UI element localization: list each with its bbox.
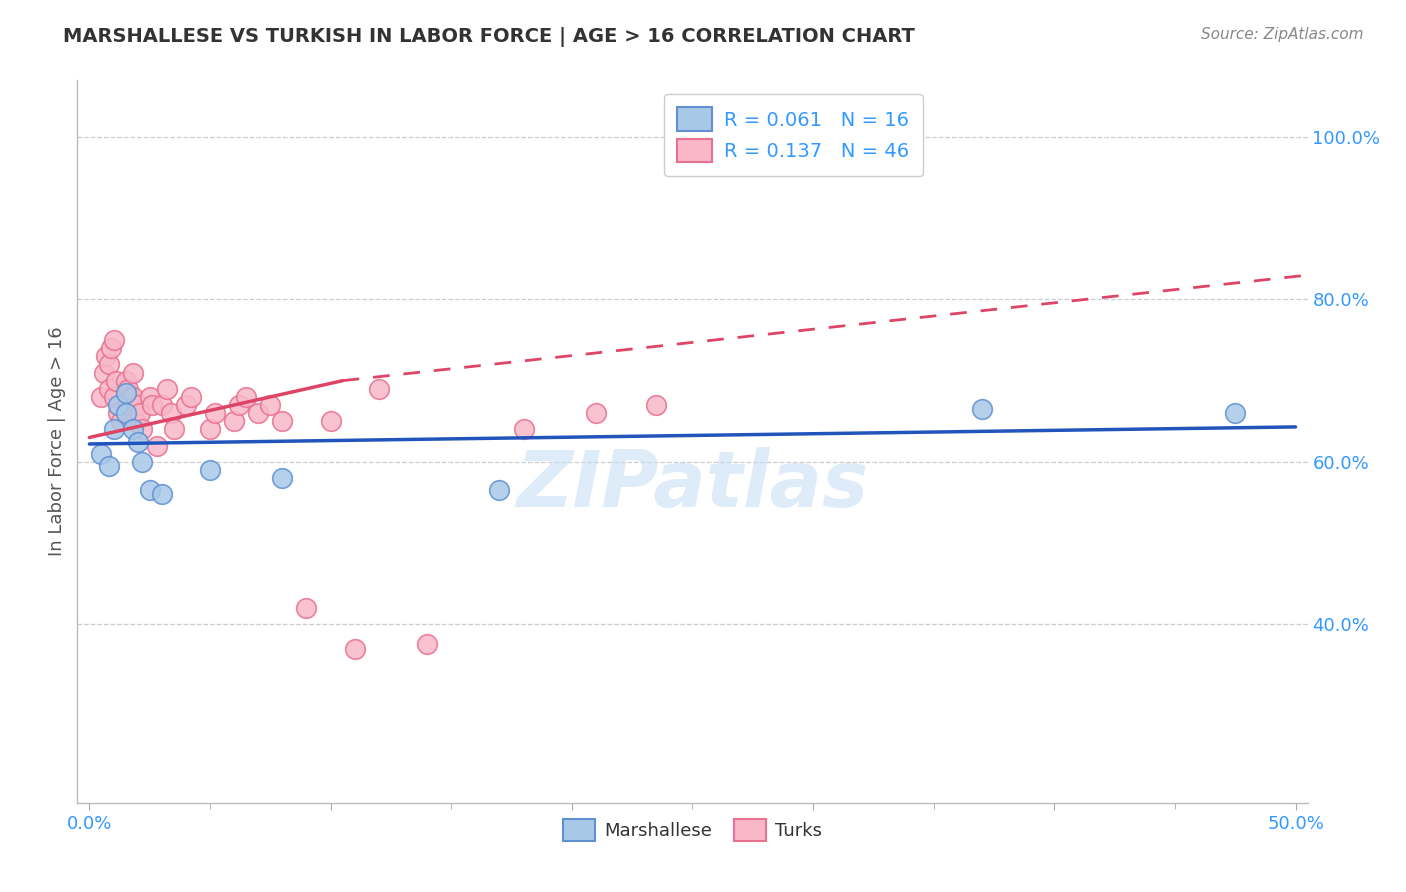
Point	[146, 439, 169, 453]
Point	[970, 402, 993, 417]
Point	[103, 333, 125, 347]
Point	[96, 349, 118, 363]
Point	[174, 398, 197, 412]
Point	[1225, 406, 1247, 420]
Point	[97, 382, 120, 396]
Point	[103, 390, 125, 404]
Point	[127, 398, 149, 412]
Point	[138, 483, 160, 498]
Point	[416, 638, 439, 652]
Point	[127, 434, 149, 449]
Point	[204, 406, 226, 420]
Point	[90, 447, 112, 461]
Point	[160, 406, 183, 420]
Point	[110, 414, 132, 428]
Point	[150, 487, 173, 501]
Point	[124, 414, 146, 428]
Point	[259, 398, 281, 412]
Point	[271, 414, 294, 428]
Point	[131, 422, 153, 436]
Point	[97, 358, 120, 372]
Point	[120, 390, 142, 404]
Y-axis label: In Labor Force | Age > 16: In Labor Force | Age > 16	[48, 326, 66, 557]
Point	[121, 422, 143, 436]
Point	[163, 422, 186, 436]
Point	[121, 366, 143, 380]
Point	[107, 398, 129, 412]
Text: ZIPatlas: ZIPatlas	[516, 447, 869, 523]
Point	[107, 406, 129, 420]
Point	[121, 390, 143, 404]
Point	[100, 341, 122, 355]
Point	[138, 390, 160, 404]
Point	[97, 458, 120, 473]
Legend: Marshallese, Turks: Marshallese, Turks	[555, 812, 830, 848]
Point	[141, 398, 163, 412]
Point	[319, 414, 342, 428]
Point	[343, 641, 366, 656]
Point	[271, 471, 294, 485]
Point	[512, 422, 534, 436]
Point	[367, 382, 389, 396]
Point	[645, 398, 668, 412]
Point	[90, 390, 112, 404]
Point	[228, 398, 250, 412]
Point	[247, 406, 270, 420]
Point	[131, 455, 153, 469]
Point	[295, 601, 318, 615]
Point	[150, 398, 173, 412]
Point	[114, 406, 136, 420]
Point	[114, 385, 136, 400]
Point	[224, 414, 246, 428]
Point	[103, 422, 125, 436]
Point	[114, 374, 136, 388]
Point	[198, 422, 221, 436]
Point	[198, 463, 221, 477]
Point	[585, 406, 607, 420]
Text: Source: ZipAtlas.com: Source: ZipAtlas.com	[1201, 27, 1364, 42]
Point	[93, 366, 115, 380]
Text: MARSHALLESE VS TURKISH IN LABOR FORCE | AGE > 16 CORRELATION CHART: MARSHALLESE VS TURKISH IN LABOR FORCE | …	[63, 27, 915, 46]
Point	[180, 390, 202, 404]
Point	[117, 382, 139, 396]
Point	[155, 382, 177, 396]
Point	[117, 398, 139, 412]
Point	[104, 374, 127, 388]
Point	[129, 406, 152, 420]
Point	[488, 483, 510, 498]
Point	[235, 390, 257, 404]
